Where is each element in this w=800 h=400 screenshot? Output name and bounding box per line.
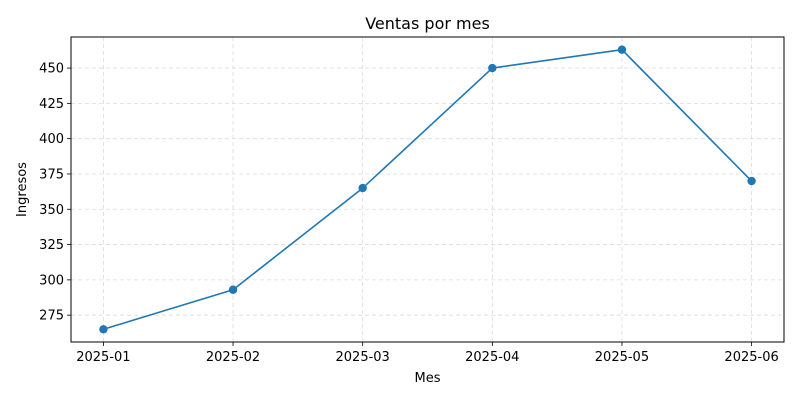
y-tick-label: 300 bbox=[39, 273, 64, 288]
x-tick-label: 2025-05 bbox=[595, 350, 649, 365]
y-tick-label: 400 bbox=[39, 132, 64, 147]
data-point bbox=[228, 285, 238, 294]
x-tick-label: 2025-04 bbox=[465, 350, 519, 365]
data-point bbox=[747, 176, 756, 186]
y-tick-label: 425 bbox=[39, 97, 64, 112]
series bbox=[99, 45, 756, 334]
data-point bbox=[617, 45, 627, 54]
x-tick-label: 2025-01 bbox=[76, 350, 130, 365]
y-axis-label: Ingresos bbox=[15, 162, 30, 217]
y-tick-label: 450 bbox=[39, 62, 64, 77]
y-tick-label: 325 bbox=[39, 238, 64, 253]
y-axis-ticks: 275 300 325 350 375 400 425 450 bbox=[39, 62, 71, 324]
data-point bbox=[99, 325, 108, 334]
chart-title: Ventas por mes bbox=[365, 14, 490, 33]
x-tick-label: 2025-03 bbox=[336, 350, 390, 365]
x-tick-label: 2025-06 bbox=[724, 350, 778, 365]
y-tick-label: 275 bbox=[39, 309, 64, 324]
x-axis-ticks: 2025-01 2025-02 2025-03 2025-04 2025-05 2025-… bbox=[76, 342, 779, 365]
x-axis-label: Mes bbox=[415, 371, 441, 386]
plot-area bbox=[70, 36, 785, 343]
data-point bbox=[358, 183, 367, 193]
x-tick-label: 2025-02 bbox=[206, 350, 260, 365]
series-line bbox=[103, 48, 753, 331]
data-point bbox=[488, 63, 497, 73]
y-tick-label: 350 bbox=[39, 203, 64, 218]
y-tick-label: 375 bbox=[39, 167, 64, 182]
